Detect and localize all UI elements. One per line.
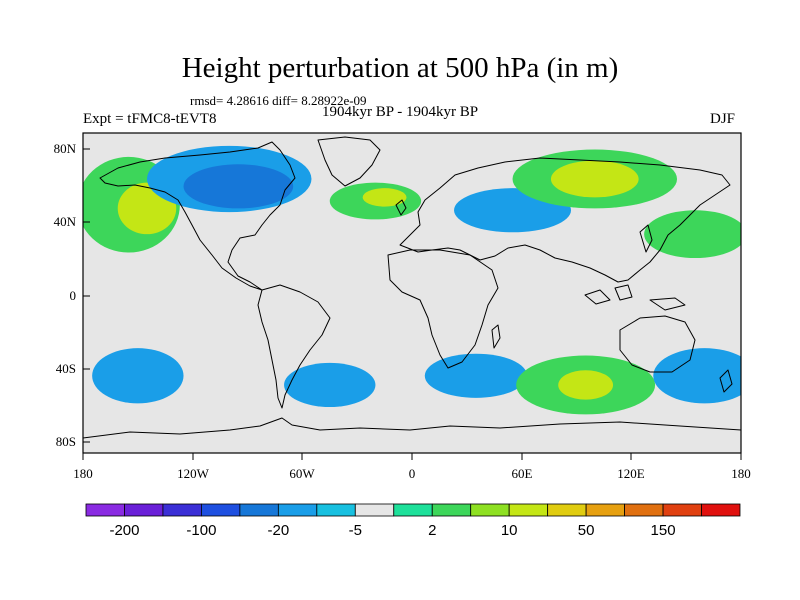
anomaly-region-negative — [92, 348, 184, 404]
lat-label: 0 — [70, 288, 77, 303]
coast-antarctica — [83, 417, 741, 439]
colorbar-swatch — [393, 503, 433, 517]
colorbar-swatch — [508, 503, 549, 517]
colorbar-swatch — [470, 503, 510, 517]
lon-label: 0 — [409, 466, 416, 481]
coast-south-america — [257, 284, 331, 409]
coast-british-isles — [395, 199, 407, 216]
colorbar-label: -200 — [109, 522, 139, 539]
colorbar-label: 50 — [578, 522, 595, 539]
colorbar-swatch — [547, 503, 587, 517]
colorbar-label: 10 — [501, 522, 518, 539]
lon-label: 120W — [177, 466, 210, 481]
latitude-axis: 80N 40N 0 40S 80S — [54, 141, 90, 449]
coast-eurasia — [399, 157, 731, 283]
coast-africa — [387, 249, 499, 369]
lat-label: 80S — [56, 434, 76, 449]
colorbar-swatch — [431, 503, 472, 517]
anomaly-region-positive — [362, 188, 407, 207]
experiment-label: Expt = tFMC8-tEVT8 — [83, 111, 217, 127]
colorbar-labels: -200 -100 -20 -5 2 10 50 150 — [109, 522, 675, 539]
colorbar — [85, 503, 741, 517]
colorbar-label: -20 — [268, 522, 290, 539]
colorbar-swatch — [701, 503, 741, 517]
coast-borneo — [614, 284, 633, 301]
colorbar-label: -5 — [349, 522, 362, 539]
colorbar-swatch — [624, 503, 664, 517]
colorbar-swatch — [201, 503, 241, 517]
anomaly-region-negative — [424, 353, 528, 398]
longitude-axis: 180 120W 60W 0 60E 120E 180 — [73, 453, 751, 481]
coast-north-america — [99, 141, 296, 291]
lon-label: 60W — [289, 466, 315, 481]
anomaly-region-negative — [653, 348, 741, 404]
anomaly-region-positive — [558, 370, 614, 400]
colorbar-label: -100 — [186, 522, 216, 539]
coast-greenland — [317, 136, 381, 187]
colorbar-swatch — [124, 503, 164, 517]
coastlines — [83, 136, 741, 439]
colorbar-swatch — [316, 503, 356, 517]
lat-label: 40S — [56, 361, 76, 376]
colorbar-swatch — [662, 503, 702, 517]
lat-label: 40N — [54, 214, 77, 229]
lon-label: 60E — [512, 466, 533, 481]
coast-new-guinea — [649, 297, 686, 311]
anomaly-region-negative — [284, 362, 376, 408]
lat-label: 80N — [54, 141, 77, 156]
coast-australia — [619, 315, 696, 373]
period-label: 1904kyr BP - 1904kyr BP — [322, 104, 479, 120]
colorbar-swatch — [354, 503, 395, 517]
coast-new-zealand — [719, 369, 733, 393]
colorbar-swatch — [162, 503, 202, 517]
anomaly-layer — [83, 145, 741, 415]
coast-japan — [639, 224, 653, 253]
colorbar-swatch — [585, 503, 625, 517]
lon-label: 180 — [73, 466, 93, 481]
colorbar-swatch — [239, 503, 279, 517]
coast-madagascar — [491, 324, 501, 349]
anomaly-region-positive — [550, 160, 639, 198]
anomaly-region-positive — [644, 210, 741, 259]
map-title: Height perturbation at 500 hPa (in m) — [181, 52, 619, 84]
season-label: DJF — [710, 111, 736, 127]
colorbar-label: 150 — [651, 522, 676, 539]
colorbar-swatch — [85, 503, 125, 517]
coast-sumatra — [584, 289, 611, 305]
lon-label: 180 — [731, 466, 751, 481]
colorbar-label: 2 — [428, 522, 436, 539]
anomaly-region-negative — [183, 164, 294, 209]
rmsd-diff-stats: rmsd= 4.28616 diff= 8.28922e-09 — [190, 93, 367, 108]
colorbar-swatch — [277, 503, 318, 517]
contour-field — [83, 133, 741, 453]
lon-label: 120E — [617, 466, 645, 481]
